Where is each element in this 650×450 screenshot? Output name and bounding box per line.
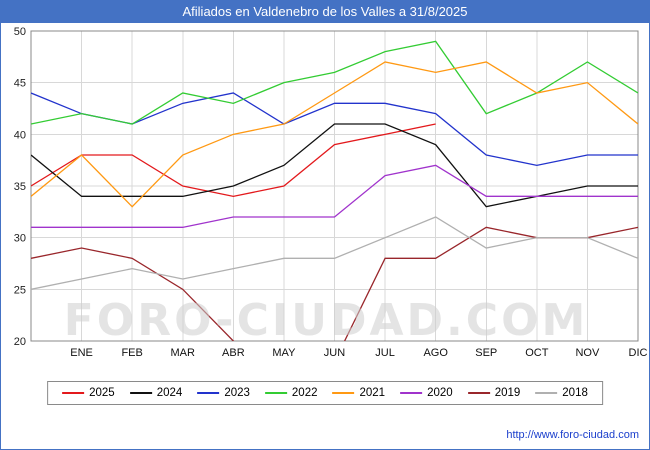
- legend-item-2024: 2024: [129, 387, 183, 399]
- legend-label: 2023: [224, 387, 250, 399]
- svg-text:MAY: MAY: [272, 347, 296, 359]
- chart-area: 20 25 30 35 40 45 50 ENE FEB MAR ABR MAY JUN JUL AGO SE…: [1, 23, 649, 365]
- legend-item-2023: 2023: [197, 387, 250, 399]
- svg-text:JUL: JUL: [375, 347, 395, 359]
- legend-label: 2024: [156, 387, 183, 399]
- svg-text:20: 20: [14, 336, 26, 348]
- legend-label: 2020: [427, 387, 453, 399]
- legend-item-2022: 2022: [264, 387, 318, 399]
- legend-label: 2018: [562, 387, 588, 399]
- legend: 2025 2024 2023 2022 2021 2020 2019 2018: [47, 381, 603, 405]
- legend-item-2021: 2021: [332, 387, 386, 399]
- footer-link[interactable]: http://www.foro-ciudad.com: [506, 429, 639, 441]
- legend-item-2019: 2019: [467, 387, 521, 399]
- svg-text:40: 40: [14, 129, 26, 141]
- page-title: Afiliados en Valdenebro de los Valles a …: [1, 1, 649, 23]
- svg-text:50: 50: [14, 26, 26, 38]
- svg-text:AGO: AGO: [423, 347, 448, 359]
- legend-swatch: [129, 392, 152, 394]
- legend-label: 2022: [291, 387, 318, 399]
- svg-text:ENE: ENE: [70, 347, 93, 359]
- legend-swatch: [400, 392, 423, 394]
- legend-swatch: [467, 392, 490, 394]
- legend-item-2018: 2018: [535, 387, 588, 399]
- legend-label: 2025: [89, 387, 115, 399]
- svg-text:JUN: JUN: [324, 347, 345, 359]
- svg-text:35: 35: [14, 181, 26, 193]
- svg-text:30: 30: [14, 233, 26, 245]
- svg-text:NOV: NOV: [575, 347, 600, 359]
- svg-text:25: 25: [14, 284, 26, 296]
- legend-swatch: [264, 392, 287, 394]
- legend-item-2025: 2025: [62, 387, 115, 399]
- footer: http://www.foro-ciudad.com: [506, 429, 639, 441]
- legend-swatch: [62, 392, 85, 394]
- line-chart: 20 25 30 35 40 45 50 ENE FEB MAR ABR MAY JUN JUL AGO SE…: [14, 26, 648, 359]
- legend-swatch: [535, 392, 558, 394]
- svg-text:DIC: DIC: [629, 347, 648, 359]
- svg-text:ABR: ABR: [222, 347, 245, 359]
- svg-text:OCT: OCT: [525, 347, 549, 359]
- svg-text:MAR: MAR: [171, 347, 196, 359]
- legend-swatch: [332, 392, 355, 394]
- svg-text:SEP: SEP: [475, 347, 497, 359]
- legend-item-2020: 2020: [400, 387, 453, 399]
- legend-label: 2021: [359, 387, 386, 399]
- legend-label: 2019: [494, 387, 521, 399]
- legend-swatch: [197, 392, 220, 394]
- svg-text:FEB: FEB: [121, 347, 142, 359]
- svg-text:45: 45: [14, 78, 26, 90]
